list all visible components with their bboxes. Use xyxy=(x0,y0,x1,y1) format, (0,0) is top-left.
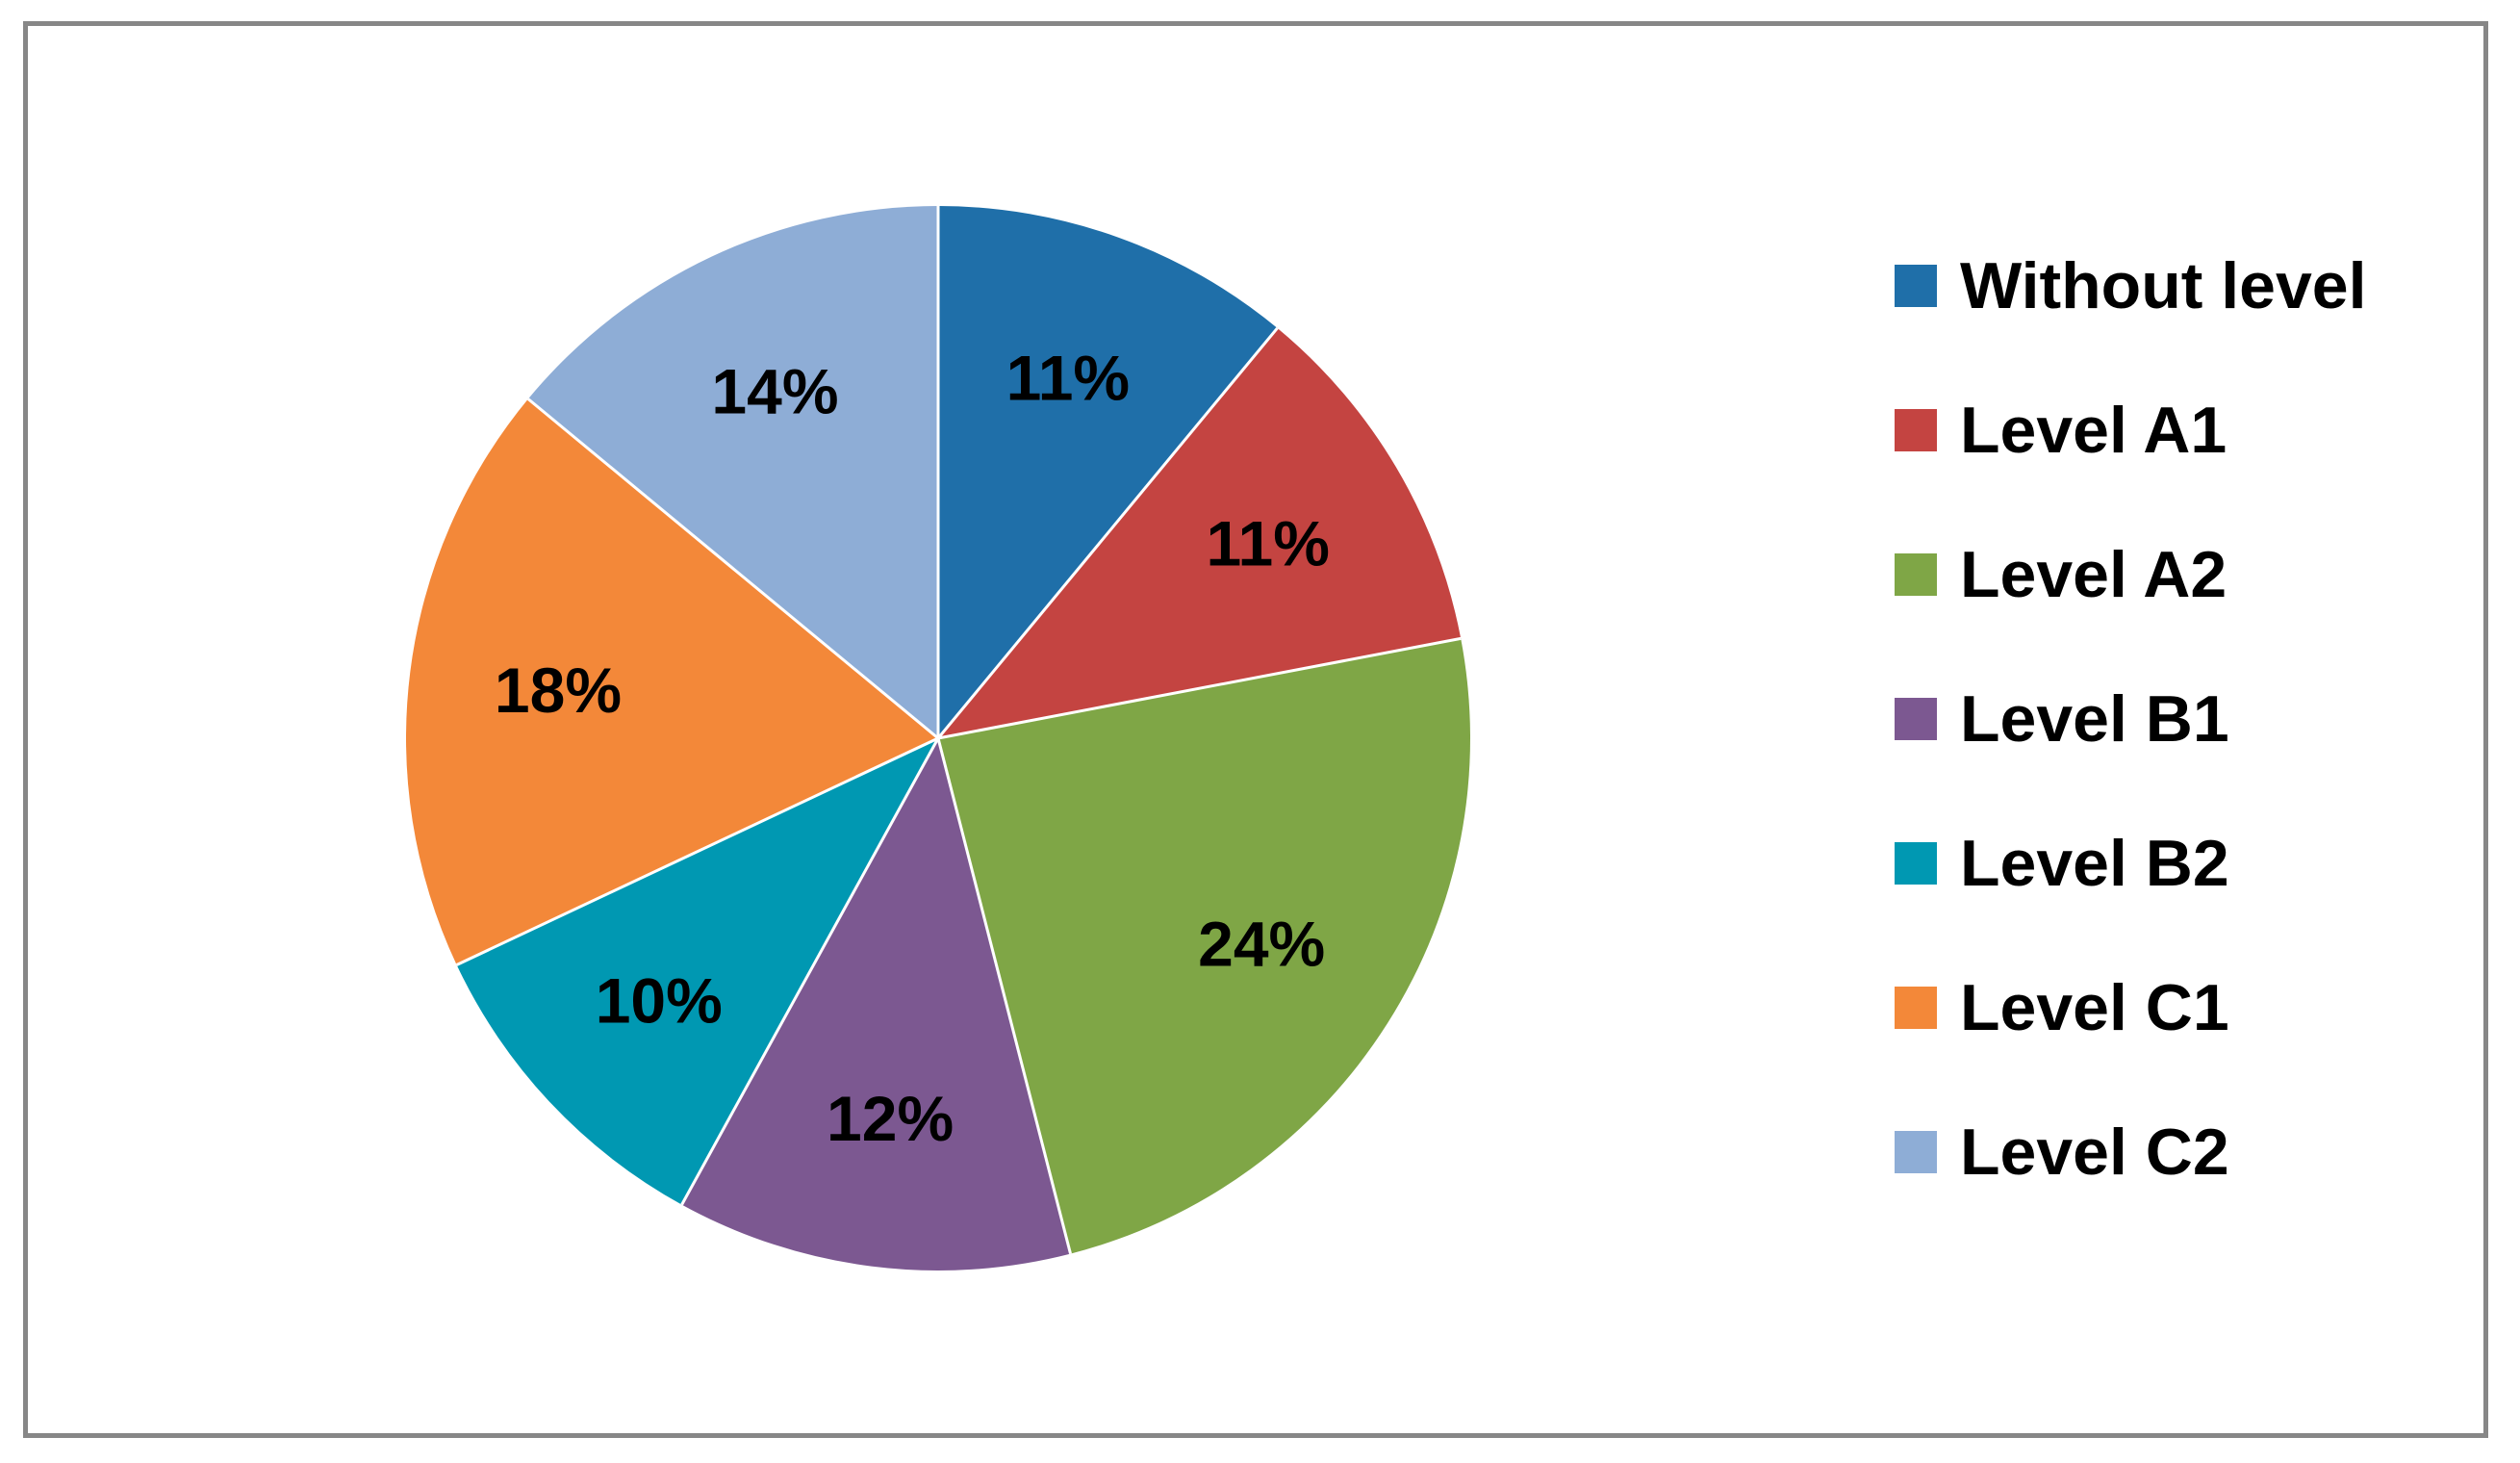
slice-value-label-0: 11% xyxy=(1006,342,1130,413)
slice-value-label-4: 10% xyxy=(596,965,723,1037)
legend-label: Level C2 xyxy=(1960,1116,2229,1189)
legend-swatch xyxy=(1895,842,1937,885)
slice-value-label-6: 14% xyxy=(711,356,838,427)
pie-slice-6 xyxy=(527,206,938,738)
legend-swatch xyxy=(1895,409,1937,451)
slice-separator-4 xyxy=(680,737,940,1206)
pie-slice-1 xyxy=(938,327,1462,738)
legend-item: Level C2 xyxy=(1895,1114,2229,1191)
pie-slice-5 xyxy=(405,398,938,965)
legend-swatch xyxy=(1895,698,1937,740)
legend-item: Level B1 xyxy=(1895,680,2229,757)
legend-item: Level A2 xyxy=(1895,536,2227,613)
legend-swatch xyxy=(1895,1131,1937,1173)
legend-swatch xyxy=(1895,265,1937,307)
slice-value-label-1: 11% xyxy=(1206,507,1329,578)
slice-separator-3 xyxy=(936,737,1072,1254)
legend-label: Level A1 xyxy=(1960,394,2227,467)
legend-label: Level C1 xyxy=(1960,971,2229,1044)
slice-separator-5 xyxy=(455,736,939,966)
legend-item: Level B2 xyxy=(1895,825,2229,902)
legend-item: Level C1 xyxy=(1895,969,2229,1046)
slice-value-label-3: 12% xyxy=(827,1083,954,1154)
legend-item: Level A1 xyxy=(1895,392,2227,469)
legend-label: Level B2 xyxy=(1960,827,2229,900)
chart-frame: 11% 11% 24% 12% 10% 18% 14% Without level Level… xyxy=(23,21,2488,1438)
legend-label: Level A2 xyxy=(1960,538,2227,611)
pie-slice-4 xyxy=(456,738,938,1205)
slice-value-label-2: 24% xyxy=(1198,908,1325,979)
slice-value-label-5: 18% xyxy=(495,654,622,726)
legend-swatch xyxy=(1895,553,1937,596)
slice-separator-1 xyxy=(936,326,1279,739)
slice-separator-6 xyxy=(526,398,939,740)
pie-slice-3 xyxy=(681,738,1071,1270)
legend-label: Without level xyxy=(1960,249,2367,322)
legend-swatch xyxy=(1895,987,1937,1029)
legend-item: Without level xyxy=(1895,247,2367,324)
slice-separator-2 xyxy=(937,636,1462,740)
pie-slice-0 xyxy=(938,206,1278,738)
pie-slice-2 xyxy=(938,638,1470,1254)
legend-label: Level B1 xyxy=(1960,682,2229,756)
pie-chart: 11% 11% 24% 12% 10% 18% 14% xyxy=(405,206,1470,1270)
